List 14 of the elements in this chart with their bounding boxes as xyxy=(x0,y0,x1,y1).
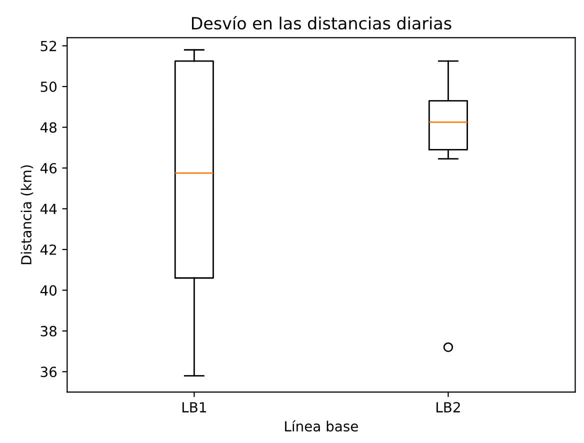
y-tick-label: 44 xyxy=(40,204,57,214)
y-tick-label: 42 xyxy=(40,244,56,255)
y-tick-label: 40 xyxy=(40,285,57,296)
y-tick-label: 36 xyxy=(40,366,57,378)
y-tick-label: 46 xyxy=(40,162,57,174)
y-tick-label: 38 xyxy=(40,326,56,336)
y-tick-label: 52 xyxy=(40,40,56,52)
chart-title: Desvío en las distancias diarias xyxy=(192,16,452,30)
y-tick-label: 50 xyxy=(40,82,57,92)
x-tick-label: LB2 xyxy=(436,402,460,412)
y-tick-label: 48 xyxy=(40,122,56,133)
x-tick-label: LB1 xyxy=(182,402,206,412)
y-axis-title: Distancia (km) xyxy=(20,165,34,264)
x-axis-title: Línea base xyxy=(285,420,358,432)
